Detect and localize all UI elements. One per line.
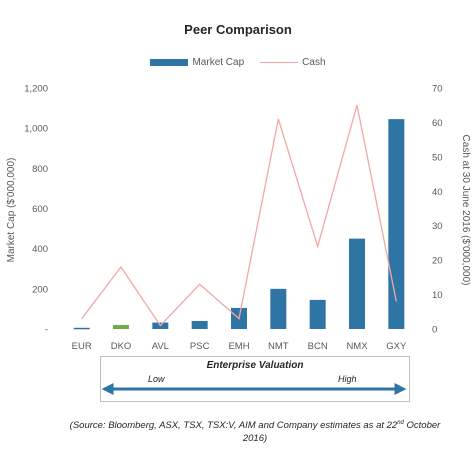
y2-tick-label: 40 (432, 187, 443, 198)
x-tick-label: EUR (72, 341, 92, 352)
y-tick-label: 600 (32, 204, 48, 215)
enterprise-valuation-box (100, 356, 410, 402)
x-tick-label: NMX (346, 341, 368, 352)
bar-eur (73, 327, 90, 330)
chart-title: Peer Comparison (184, 22, 292, 37)
y2-tick-label: 30 (432, 221, 443, 232)
y2-tick-label: 20 (432, 256, 443, 267)
bar-dko (113, 324, 129, 329)
bar-nmt (270, 288, 287, 329)
source-superscript: nd (397, 420, 404, 426)
x-tick-label: BCN (308, 341, 328, 352)
high-label: High (338, 374, 357, 384)
y2-tick-label: 10 (432, 290, 443, 301)
enterprise-valuation-title: Enterprise Valuation (206, 360, 304, 371)
legend-market-cap-swatch (150, 59, 189, 66)
low-label: Low (148, 374, 165, 384)
y-tick-label: 400 (32, 244, 48, 255)
bar-psc (191, 320, 208, 329)
x-tick-label: AVL (152, 341, 169, 352)
bar-nmx (349, 238, 365, 329)
y-tick-label: 800 (32, 164, 48, 175)
bar-bcn (309, 299, 326, 329)
y2-axis-label: Cash at 30 June 2016 ($'000,000) (460, 135, 471, 286)
x-tick-label: DKO (111, 341, 132, 352)
y2-tick-label: 50 (432, 152, 443, 163)
source-text-end: October 2016) (242, 420, 441, 445)
legend-market-cap-label: Market Cap (192, 57, 245, 68)
x-tick-label: NMT (268, 341, 289, 352)
legend-cash-label: Cash (302, 57, 326, 68)
y-tick-label: - (45, 325, 48, 336)
x-tick-label: GXY (386, 341, 407, 352)
y-tick-label: 1,000 (24, 124, 48, 135)
y2-tick-label: 70 (432, 84, 443, 95)
y-tick-label: 1,200 (24, 84, 48, 95)
bar-gxy (388, 119, 405, 329)
source-text: (Source: Bloomberg, ASX, TSX, TSX:V, AIM… (69, 420, 398, 432)
y2-tick-label: 0 (432, 325, 437, 336)
y-tick-label: 200 (32, 284, 48, 295)
y-axis-label: Market Cap ($'000,000) (6, 158, 17, 263)
legend-cash-swatch (260, 62, 299, 63)
x-tick-label: EMH (228, 341, 249, 352)
y2-tick-label: 60 (432, 118, 443, 129)
source-note: (Source: Bloomberg, ASX, TSX, TSX:V, AIM… (60, 417, 450, 445)
x-tick-label: PSC (190, 341, 210, 352)
chart-legend: Market Cap Cash (0, 57, 476, 68)
